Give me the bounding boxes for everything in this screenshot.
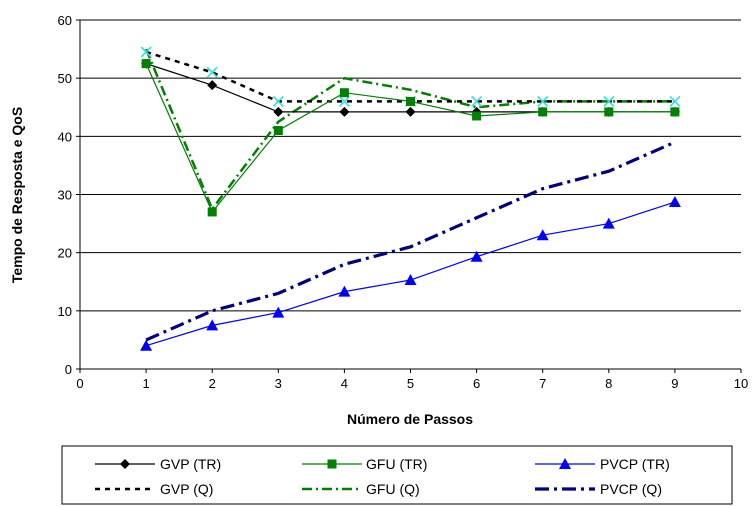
y-tick-label: 50	[58, 71, 72, 86]
legend-box	[61, 445, 733, 505]
legend-label: GFU (TR)	[366, 456, 427, 472]
y-tick-label: 60	[58, 13, 72, 28]
x-tick-label: 5	[407, 376, 414, 391]
x-tick-label: 10	[734, 376, 748, 391]
data-point	[273, 106, 284, 117]
data-point	[472, 111, 482, 121]
data-point	[272, 95, 284, 107]
data-point	[338, 95, 350, 107]
y-tick-label: 0	[65, 362, 72, 377]
series-pvcp-q	[145, 140, 676, 342]
x-tick-label: 9	[671, 376, 678, 391]
legend-label: GVP (TR)	[160, 456, 221, 472]
data-point	[536, 229, 549, 241]
x-tick-label: 8	[605, 376, 612, 391]
legend-item: GFU (Q)	[302, 481, 420, 497]
legend-label: PVCP (TR)	[600, 456, 670, 472]
x-marker-stroke	[140, 46, 152, 58]
legend-item: PVCP (TR)	[535, 456, 670, 472]
series-gfu-q	[144, 48, 675, 212]
data-point	[140, 339, 153, 351]
data-point	[338, 285, 351, 297]
data-point	[668, 196, 681, 208]
data-point	[141, 59, 151, 69]
x-marker-stroke	[603, 95, 615, 107]
data-point	[339, 106, 350, 117]
legend: GVP (TR) GFU (TR) PVCP (TR) GVP (Q) GFU (Q) P…	[95, 456, 670, 497]
data-point	[603, 95, 615, 107]
data-point	[404, 274, 417, 286]
legend-label: PVCP (Q)	[600, 481, 662, 497]
series-line	[144, 48, 675, 212]
x-marker-stroke	[669, 95, 681, 107]
legend-marker	[120, 459, 130, 469]
data-point	[669, 95, 681, 107]
series-gfu-tr	[141, 59, 680, 217]
x-marker-stroke	[206, 66, 218, 78]
data-point	[339, 88, 349, 98]
legend-label: GFU (Q)	[366, 481, 420, 497]
legend-item: GVP (TR)	[95, 456, 221, 472]
data-point	[470, 250, 483, 262]
data-point	[471, 95, 483, 107]
data-point	[670, 107, 680, 117]
data-point	[405, 106, 416, 117]
data-point	[604, 107, 614, 117]
legend-item: GFU (TR)	[302, 456, 427, 472]
legend-item: GVP (Q)	[95, 481, 213, 497]
x-tick-label: 6	[473, 376, 480, 391]
data-point	[406, 96, 415, 106]
data-point	[538, 107, 548, 117]
x-tick-label: 1	[142, 376, 149, 391]
data-point	[273, 126, 283, 136]
x-axis-title: Número de Passos	[347, 411, 473, 427]
x-tick-label: 3	[275, 376, 282, 391]
x-tick-label: 0	[76, 376, 83, 391]
data-point	[140, 46, 152, 58]
x-axis-ticks: 0 1 2 3 4 5 6 7 8 9 10	[76, 369, 748, 391]
data-point	[207, 80, 218, 91]
y-tick-label: 20	[58, 246, 72, 261]
legend-item: PVCP (Q)	[535, 481, 662, 497]
legend-label: GVP (Q)	[160, 481, 213, 497]
x-marker-stroke	[338, 95, 350, 107]
data-point	[206, 319, 219, 331]
series-line	[145, 140, 676, 342]
x-tick-label: 4	[341, 376, 348, 391]
x-tick-label: 7	[539, 376, 546, 391]
y-axis-title: Tempo de Resposta e QoS	[9, 107, 25, 283]
y-tick-label: 10	[58, 304, 72, 319]
x-marker-stroke	[537, 95, 549, 107]
series-group	[140, 46, 681, 351]
y-axis-ticks: 0 10 20 30 40 50 60	[58, 13, 80, 377]
gridlines	[80, 19, 741, 312]
y-tick-label: 30	[58, 188, 72, 203]
data-point	[207, 207, 217, 217]
x-marker-stroke	[272, 95, 284, 107]
data-point	[206, 66, 218, 78]
y-tick-label: 40	[58, 129, 72, 144]
data-point	[272, 306, 285, 318]
data-point	[537, 95, 549, 107]
x-tick-label: 2	[209, 376, 216, 391]
legend-marker	[559, 458, 571, 469]
x-marker-stroke	[471, 95, 483, 107]
data-point	[602, 217, 615, 229]
legend-marker	[327, 459, 337, 469]
series-pvcp-tr	[140, 196, 681, 351]
